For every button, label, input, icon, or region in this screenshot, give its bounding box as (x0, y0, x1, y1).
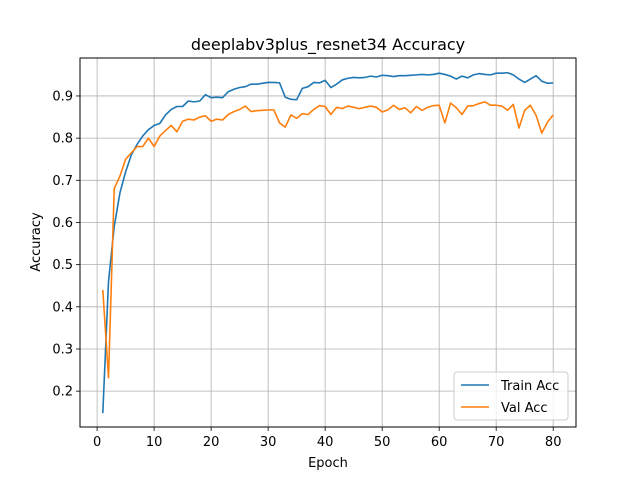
grid-lines (80, 58, 576, 427)
x-tick-label: 30 (260, 435, 277, 450)
axis-ticks: 0 10 20 30 40 50 60 70 80 0.2 0.3 0.4 0.5 0.6 0.7 0.8 0.… (52, 89, 561, 450)
x-tick-label: 20 (203, 435, 220, 450)
legend-box (453, 371, 569, 421)
y-tick-label: 0.4 (52, 300, 73, 315)
x-tick-label: 80 (545, 435, 562, 450)
x-tick-label: 60 (431, 435, 448, 450)
series-line-val-acc (102, 101, 554, 379)
series-line-train-acc (102, 71, 554, 414)
x-tick-label: 40 (317, 435, 334, 450)
legend-label-train-acc: Train Acc (500, 379, 559, 394)
y-tick-label: 0.6 (52, 216, 73, 231)
x-tick-label: 10 (146, 435, 163, 450)
x-tick-label: 70 (488, 435, 505, 450)
y-tick-label: 0.9 (52, 89, 73, 104)
y-tick-label: 0.3 (52, 342, 73, 357)
legend: Train Acc Val Acc (453, 371, 569, 421)
series-lines (102, 71, 554, 414)
x-tick-label: 50 (374, 435, 391, 450)
y-axis-label: Accuracy (29, 212, 44, 272)
y-tick-label: 0.2 (52, 385, 73, 400)
plot-frame (79, 57, 577, 428)
legend-label-val-acc: Val Acc (501, 401, 548, 416)
y-tick-label: 0.8 (52, 132, 73, 147)
y-tick-label: 0.7 (52, 174, 73, 189)
y-tick-label: 0.5 (52, 258, 73, 273)
x-axis-label: Epoch (308, 456, 348, 471)
chart-title: deeplabv3plus_resnet34 Accuracy (191, 35, 465, 55)
x-tick-label: 0 (93, 435, 101, 450)
